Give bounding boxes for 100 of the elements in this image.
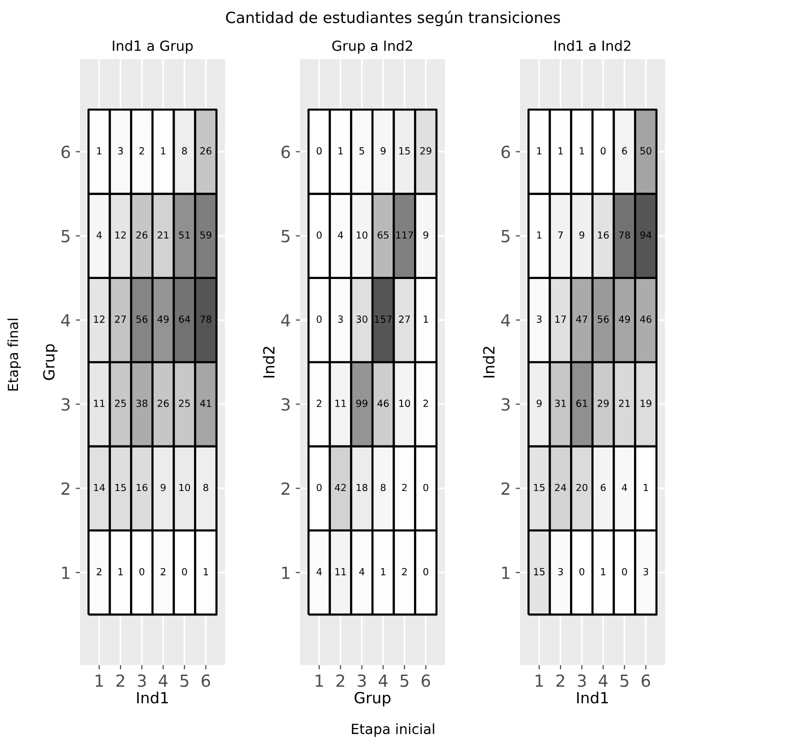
y-tick-label: 6 (502, 146, 510, 158)
y-tick-label: 4 (281, 314, 290, 326)
data-label: 15 (534, 484, 545, 492)
x-tick-label: 5 (400, 674, 408, 688)
data-label: 9 (579, 231, 584, 239)
data-label: 14 (94, 484, 105, 492)
x-tick-label: 2 (336, 674, 344, 687)
data-label: 1 (161, 147, 166, 154)
data-label: 9 (380, 147, 386, 155)
data-label: 99 (356, 400, 368, 408)
data-label: 26 (136, 231, 148, 239)
data-label: 18 (356, 484, 368, 492)
data-label: 17 (555, 316, 566, 323)
x-tick-label: 6 (642, 674, 650, 688)
y-tick-label: 6 (282, 146, 290, 158)
y-axis-title: Grup (43, 344, 58, 380)
data-label: 31 (555, 400, 566, 408)
data-label: 8 (380, 484, 386, 492)
data-label: 0 (182, 568, 187, 576)
x-axis-title: Ind1 (577, 692, 608, 704)
data-label: 117 (396, 231, 413, 239)
data-label: 49 (157, 315, 169, 323)
data-label: 2 (402, 568, 407, 576)
data-label: 94 (640, 231, 652, 239)
y-axis-title: Ind2 (482, 346, 495, 378)
data-label: 16 (598, 231, 609, 239)
y-tick-label: 1 (282, 566, 290, 579)
y-tick-label: 2 (502, 482, 510, 495)
data-label: 10 (179, 484, 190, 492)
x-tick-label: 2 (556, 674, 564, 687)
data-label: 9 (160, 484, 166, 492)
data-label: 20 (576, 484, 588, 492)
data-label: 0 (579, 568, 584, 576)
data-label: 46 (640, 315, 652, 323)
y-tick-label: 2 (62, 482, 70, 495)
data-label: 2 (160, 568, 166, 576)
data-label: 2 (402, 484, 407, 492)
x-tick-label: 3 (578, 674, 586, 688)
data-label: 4 (316, 568, 322, 576)
x-tick-label: 2 (116, 674, 124, 687)
data-label: 59 (200, 231, 212, 239)
data-label: 29 (598, 400, 609, 408)
y-tick-label: 2 (282, 482, 290, 495)
y-tick-label: 6 (62, 146, 70, 158)
text: Etapa final (7, 318, 21, 391)
data-label: 27 (399, 315, 410, 323)
data-label: 2 (423, 400, 428, 407)
data-label: 9 (423, 231, 428, 239)
data-label: 25 (179, 400, 190, 408)
y-tick-label: 5 (502, 230, 510, 242)
data-label: 50 (640, 147, 652, 155)
data-label: 56 (136, 315, 148, 323)
x-tick-label: 6 (202, 674, 210, 688)
data-label: 2 (316, 400, 322, 407)
data-label: 0 (423, 484, 428, 492)
data-label: 0 (622, 568, 627, 576)
data-label: 21 (158, 231, 168, 239)
data-label: 11 (335, 400, 346, 407)
data-label: 49 (618, 315, 630, 323)
data-label: 0 (316, 315, 322, 323)
text: Etapa inicial (352, 723, 434, 737)
data-label: 4 (359, 568, 364, 576)
data-label: 157 (374, 316, 392, 323)
x-tick-label: 4 (598, 674, 608, 687)
data-label: 10 (399, 400, 410, 408)
data-label: 29 (420, 147, 432, 155)
data-label: 0 (316, 147, 322, 155)
data-label: 1 (644, 484, 648, 492)
data-label: 61 (576, 400, 588, 408)
data-label: 0 (316, 484, 322, 492)
data-label: 11 (335, 568, 346, 576)
data-label: 47 (576, 316, 588, 323)
y-axis-title: Ind2 (262, 346, 275, 378)
data-label: 78 (200, 315, 212, 323)
y-tick-label: 3 (62, 398, 70, 411)
data-label: 26 (158, 400, 169, 408)
data-label: 56 (598, 315, 609, 323)
data-label: 0 (139, 568, 144, 576)
chart-title: Ind1 a Ind2 (554, 40, 630, 51)
data-label: 6 (600, 484, 606, 492)
data-label: 11 (94, 400, 104, 407)
data-label: 4 (96, 231, 102, 239)
x-tick-label: 1 (96, 674, 103, 687)
data-label: 41 (200, 400, 212, 407)
data-label: 2 (96, 568, 102, 576)
x-tick-label: 5 (620, 674, 628, 688)
data-label: 15 (399, 147, 410, 155)
x-tick-label: 6 (422, 674, 430, 688)
data-label: 42 (334, 484, 346, 492)
data-label: 9 (536, 400, 542, 408)
x-axis-title: Grup (354, 692, 390, 706)
data-label: 6 (622, 147, 627, 155)
y-tick-label: 4 (501, 314, 510, 326)
data-label: 4 (622, 484, 628, 492)
data-label: 10 (356, 231, 368, 239)
x-tick-label: 5 (180, 674, 188, 688)
data-label: 3 (558, 568, 563, 576)
data-label: 12 (94, 315, 104, 323)
data-label: 5 (359, 147, 364, 155)
data-label: 64 (178, 315, 190, 323)
